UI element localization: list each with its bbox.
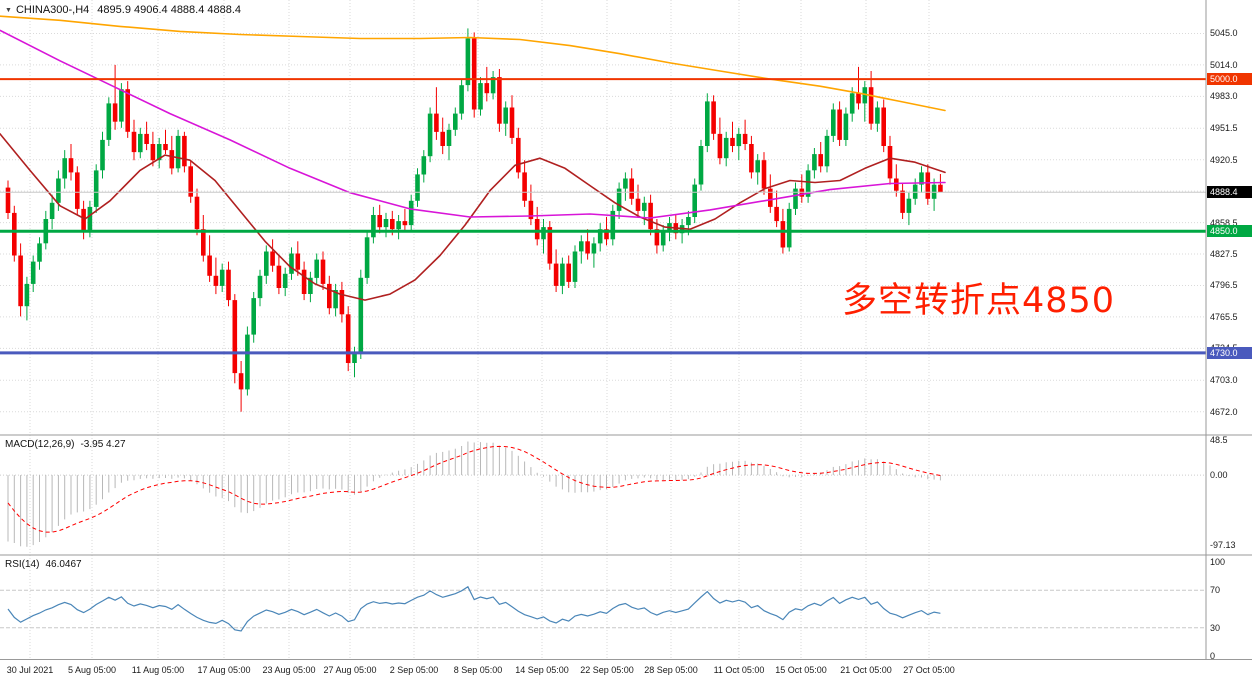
price-axis-label: 4796.5 (1210, 280, 1238, 291)
macd-values: -3.95 4.27 (80, 439, 126, 450)
symbol-name: CHINA300-,H4 (15, 4, 90, 16)
time-axis-label: 27 Aug 05:00 (323, 665, 377, 675)
macd-signal-line (7, 445, 941, 533)
time-axis-label: 2 Sep 05:00 (389, 665, 439, 675)
time-axis-label: 30 Jul 2021 (6, 665, 54, 675)
time-axis-label: 27 Oct 05:00 (903, 665, 955, 675)
chart-annotation-text: 多空转折点4850 (842, 281, 1116, 321)
rsi-value: 46.0467 (45, 559, 82, 570)
rsi-indicator-label: RSI(14) 46.0467 (5, 559, 82, 570)
price-axis-label: 4703.0 (1210, 375, 1238, 386)
time-axis-label: 14 Sep 05:00 (515, 665, 569, 675)
price-axis-label: 5014.0 (1210, 59, 1238, 70)
rsi-axis-label: 70 (1210, 585, 1221, 596)
ma-mid-darkred (0, 133, 946, 301)
price-axis-label: 4765.5 (1210, 311, 1238, 322)
rsi-line (7, 585, 941, 632)
price-axis-label: 4827.5 (1210, 249, 1238, 259)
price-line-tag[interactable]: 4730.0 (1207, 346, 1252, 359)
time-axis-label: 11 Aug 05:00 (131, 665, 185, 675)
current-price-tag: 4888.4 (1207, 186, 1252, 199)
time-axis-label: 5 Aug 05:00 (67, 665, 117, 675)
price-axis-label: 4983.0 (1210, 91, 1238, 102)
time-axis-label: 15 Oct 05:00 (775, 665, 827, 675)
time-axis-label: 28 Sep 05:00 (644, 665, 698, 675)
macd-indicator-label: MACD(12,26,9) -3.95 4.27 (5, 439, 126, 450)
time-axis-label: 22 Sep 05:00 (580, 665, 634, 675)
time-axis-label: 21 Oct 05:00 (840, 665, 892, 675)
price-axis-label: 4672.0 (1210, 406, 1238, 417)
price-line-tag[interactable]: 4850.0 (1207, 225, 1252, 238)
price-axis-label: 5045.0 (1210, 28, 1238, 39)
macd-label-text: MACD(12,26,9) (5, 439, 75, 450)
chart-title: ▼ CHINA300-,H4 4895.9 4906.4 4888.4 4888.4 (5, 4, 241, 16)
macd-axis-label: -97.13 (1210, 540, 1236, 551)
rsi-label-text: RSI(14) (5, 559, 40, 570)
symbol-collapse-icon[interactable]: ▼ (5, 7, 12, 14)
ma-slow-orange (0, 15, 946, 112)
price-axis-label: 4951.5 (1210, 123, 1238, 134)
time-axis-label: 23 Aug 05:00 (262, 665, 316, 675)
time-axis-label: 11 Oct 05:00 (713, 665, 765, 675)
ohlc-values: 4895.9 4906.4 4888.4 4888.4 (97, 4, 242, 16)
rsi-axis-label: 0 (1210, 651, 1216, 661)
price-axis-label: 4920.5 (1210, 154, 1238, 165)
rsi-axis-label: 30 (1210, 622, 1221, 633)
price-axis-label: 4858.5 (1210, 217, 1238, 228)
price-line-tag[interactable]: 5000.0 (1207, 73, 1252, 86)
time-axis-label: 17 Aug 05:00 (197, 665, 251, 675)
macd-axis-label: 48.5 (1210, 434, 1228, 445)
macd-axis-label: 0.00 (1210, 470, 1228, 481)
ma-fast-magenta (0, 29, 946, 219)
rsi-axis-label: 100 (1210, 557, 1226, 567)
time-axis-label: 8 Sep 05:00 (453, 665, 503, 675)
